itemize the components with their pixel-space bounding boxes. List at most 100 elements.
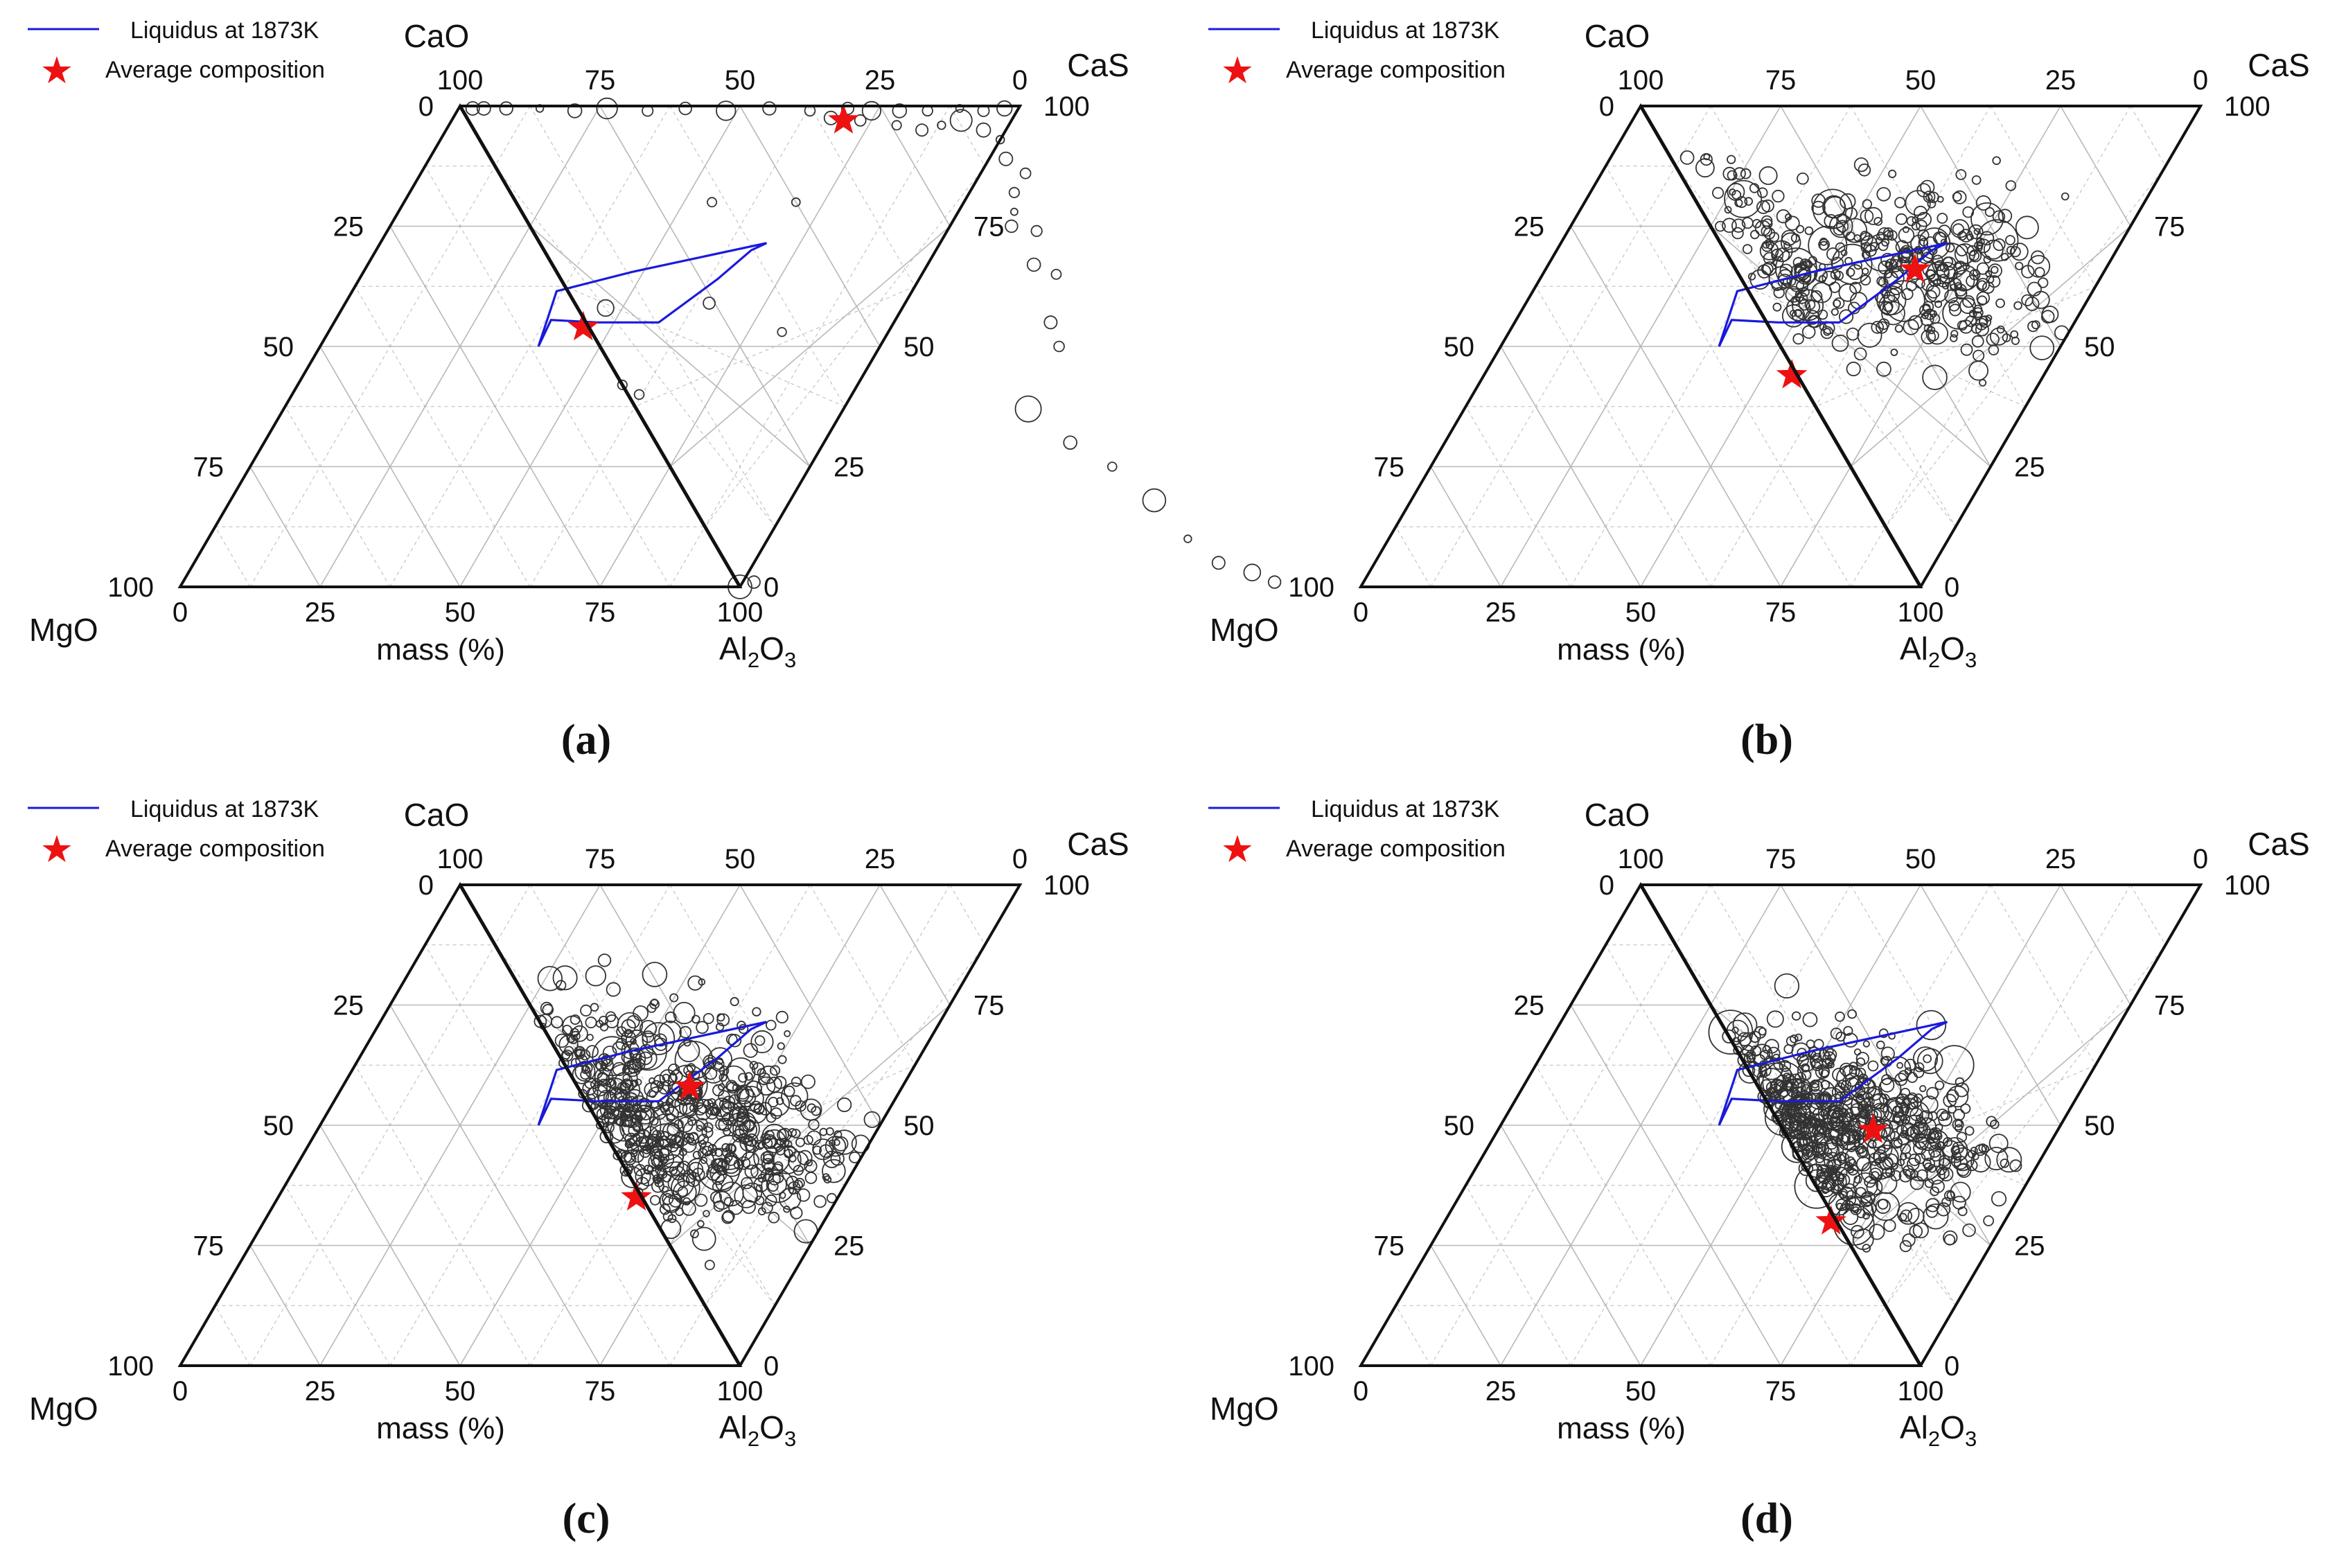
inclusion-point bbox=[1964, 1126, 1975, 1136]
inclusion-point bbox=[650, 1138, 684, 1172]
inclusion-point bbox=[1862, 1212, 1870, 1220]
inclusion-point bbox=[1881, 290, 1891, 299]
inclusion-point bbox=[651, 1148, 662, 1159]
inclusion-point bbox=[633, 1163, 646, 1177]
inclusion-point bbox=[554, 1033, 570, 1048]
inclusion-point bbox=[2000, 252, 2009, 261]
inclusion-point bbox=[2010, 243, 2029, 261]
inclusion-point bbox=[1921, 329, 1936, 345]
top-tick-label: 50 bbox=[725, 65, 756, 96]
inclusion-point bbox=[736, 1111, 757, 1131]
inclusion-point bbox=[706, 1102, 719, 1116]
grid-line bbox=[1465, 1185, 1571, 1366]
right-tick-label: 75 bbox=[2154, 991, 2185, 1021]
inclusion-point bbox=[754, 1102, 766, 1114]
inclusion-point bbox=[765, 1194, 777, 1207]
al2o3-vertex-label: Al2O3 bbox=[1900, 631, 1977, 672]
right-tick-label: 100 bbox=[1043, 870, 1090, 901]
inclusion-point bbox=[1990, 1119, 2000, 1129]
inclusion-point bbox=[1922, 364, 1948, 390]
grid-line bbox=[1570, 1064, 1746, 1366]
inclusion-point bbox=[1811, 200, 1826, 215]
top-tick-label: 25 bbox=[2045, 65, 2076, 96]
inclusion-point bbox=[795, 1100, 806, 1112]
inclusion-point bbox=[1934, 1123, 1943, 1132]
right-triangle-frame bbox=[460, 105, 1023, 588]
inclusion-point bbox=[744, 1164, 759, 1179]
inclusion-point bbox=[702, 1145, 713, 1156]
inclusion-point bbox=[1876, 231, 1885, 241]
inclusion-point bbox=[599, 1129, 614, 1144]
inclusion-point bbox=[1824, 1142, 1840, 1159]
inclusion-point bbox=[2027, 281, 2042, 297]
inclusion-point bbox=[1983, 239, 2004, 260]
inclusion-point bbox=[616, 1104, 624, 1113]
inclusion-point bbox=[837, 1097, 852, 1113]
inclusion-point bbox=[631, 1103, 642, 1113]
grid-line bbox=[565, 285, 845, 407]
inclusion-point bbox=[1107, 461, 1118, 472]
inclusion-point bbox=[1761, 240, 1773, 252]
grid-line bbox=[1535, 285, 1711, 588]
inclusion-point bbox=[1890, 1170, 1902, 1182]
inclusion-point bbox=[819, 1127, 828, 1136]
right-tick-label: 25 bbox=[2014, 1231, 2045, 1262]
inclusion-point bbox=[1956, 1131, 1968, 1143]
grid-line bbox=[355, 1064, 531, 1366]
inclusion-point bbox=[1971, 335, 1984, 348]
inclusion-point bbox=[1919, 238, 1928, 247]
inclusion-point bbox=[1926, 1086, 1939, 1100]
inclusion-point bbox=[630, 1038, 637, 1045]
inclusion-point bbox=[1747, 272, 1756, 281]
inclusion-point bbox=[1722, 1029, 1736, 1043]
inclusion-point bbox=[1996, 1147, 2022, 1173]
inclusion-point bbox=[2021, 294, 2034, 307]
inclusion-point bbox=[1955, 1119, 1963, 1128]
panel-b-legend: Liquidus at 1873K ★ Average composition bbox=[1208, 17, 1506, 91]
inclusion-point bbox=[791, 197, 801, 207]
grid-line bbox=[949, 105, 985, 167]
inclusion-point bbox=[1774, 973, 1800, 999]
inclusion-point bbox=[669, 1193, 683, 1208]
inclusion-point bbox=[617, 1095, 626, 1103]
inclusion-point bbox=[1795, 1122, 1810, 1136]
inclusion-point bbox=[677, 1039, 700, 1063]
inclusion-point bbox=[550, 1016, 563, 1029]
inclusion-point bbox=[1860, 274, 1871, 286]
top-tick-label: 50 bbox=[1905, 844, 1937, 874]
inclusion-point bbox=[605, 1077, 615, 1088]
inclusion-point bbox=[995, 134, 1005, 145]
inclusion-point bbox=[686, 1063, 696, 1073]
left-tick-label: 50 bbox=[263, 332, 294, 362]
inclusion-point bbox=[1907, 315, 1923, 331]
inclusion-point bbox=[737, 1109, 748, 1120]
grid-line bbox=[425, 166, 671, 588]
average-composition-star bbox=[1899, 253, 1931, 283]
inclusion-point bbox=[745, 1133, 759, 1147]
mgo-vertex-label: MgO bbox=[29, 1391, 98, 1427]
inclusion-point bbox=[2034, 267, 2045, 278]
inclusion-point bbox=[1902, 1098, 1910, 1106]
inclusion-point bbox=[649, 1077, 655, 1084]
inclusion-point bbox=[1779, 1059, 1792, 1073]
inclusion-point bbox=[1934, 1143, 1942, 1150]
left-tick-label: 25 bbox=[333, 991, 364, 1021]
inclusion-point bbox=[1996, 325, 2005, 334]
grid-line bbox=[495, 884, 531, 946]
grid-line bbox=[529, 406, 635, 588]
inclusion-point bbox=[633, 1005, 649, 1021]
inclusion-point bbox=[1952, 1152, 1962, 1161]
inclusion-point bbox=[709, 1149, 717, 1156]
inclusion-point bbox=[1835, 1082, 1846, 1094]
average-composition-star bbox=[828, 104, 859, 134]
inclusion-point bbox=[1913, 205, 1928, 220]
inclusion-point bbox=[1758, 166, 1778, 185]
inclusion-point bbox=[1832, 1068, 1846, 1082]
inclusion-point bbox=[691, 1071, 700, 1080]
inclusion-point bbox=[697, 1147, 741, 1191]
inclusion-point bbox=[1756, 200, 1771, 214]
inclusion-point bbox=[1833, 222, 1846, 236]
inclusion-point bbox=[1966, 274, 1978, 288]
panel-d-legend: Liquidus at 1873K ★ Average composition bbox=[1208, 796, 1506, 870]
inclusion-point bbox=[796, 1188, 811, 1202]
